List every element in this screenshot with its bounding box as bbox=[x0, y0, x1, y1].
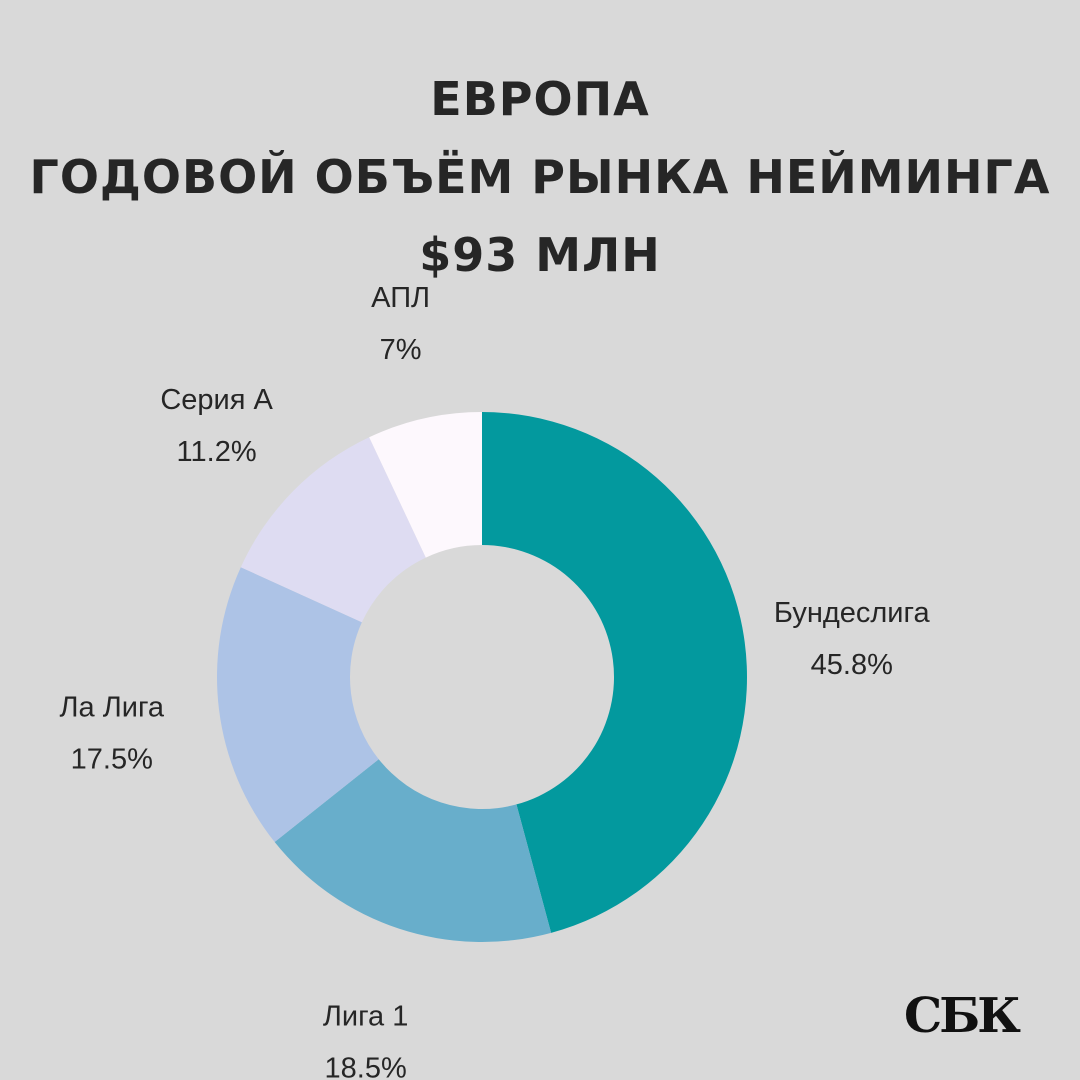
slice-label-3: Серия А bbox=[160, 384, 273, 416]
slice-value-2: 17.5% bbox=[71, 744, 153, 776]
slice-2 bbox=[217, 567, 379, 843]
slice-3 bbox=[240, 437, 426, 623]
slice-value-3: 11.2% bbox=[177, 436, 257, 468]
slice-label-0: Бундеслига bbox=[774, 597, 931, 629]
slice-value-0: 45.8% bbox=[811, 649, 893, 681]
slice-label-1: Лига 1 bbox=[323, 1000, 409, 1032]
slice-label-4: АПЛ bbox=[371, 282, 430, 314]
title-main: ГОДОВОЙ ОБЪЁМ РЫНКА НЕЙМИНГА bbox=[29, 150, 1051, 204]
sbk-logo: СБК bbox=[904, 988, 1021, 1044]
title-total: $93 МЛН bbox=[419, 228, 661, 282]
slice-value-1: 18.5% bbox=[325, 1052, 407, 1080]
slice-4 bbox=[369, 412, 482, 558]
chart-title: ЕВРОПА ГОДОВОЙ ОБЪЁМ РЫНКА НЕЙМИНГА $93 … bbox=[0, 60, 1080, 294]
slice-0 bbox=[482, 412, 747, 933]
slice-value-4: 7% bbox=[380, 334, 422, 366]
title-region: ЕВРОПА bbox=[430, 72, 650, 126]
slice-label-2: Ла Лига bbox=[60, 692, 165, 724]
slice-1 bbox=[274, 759, 552, 942]
